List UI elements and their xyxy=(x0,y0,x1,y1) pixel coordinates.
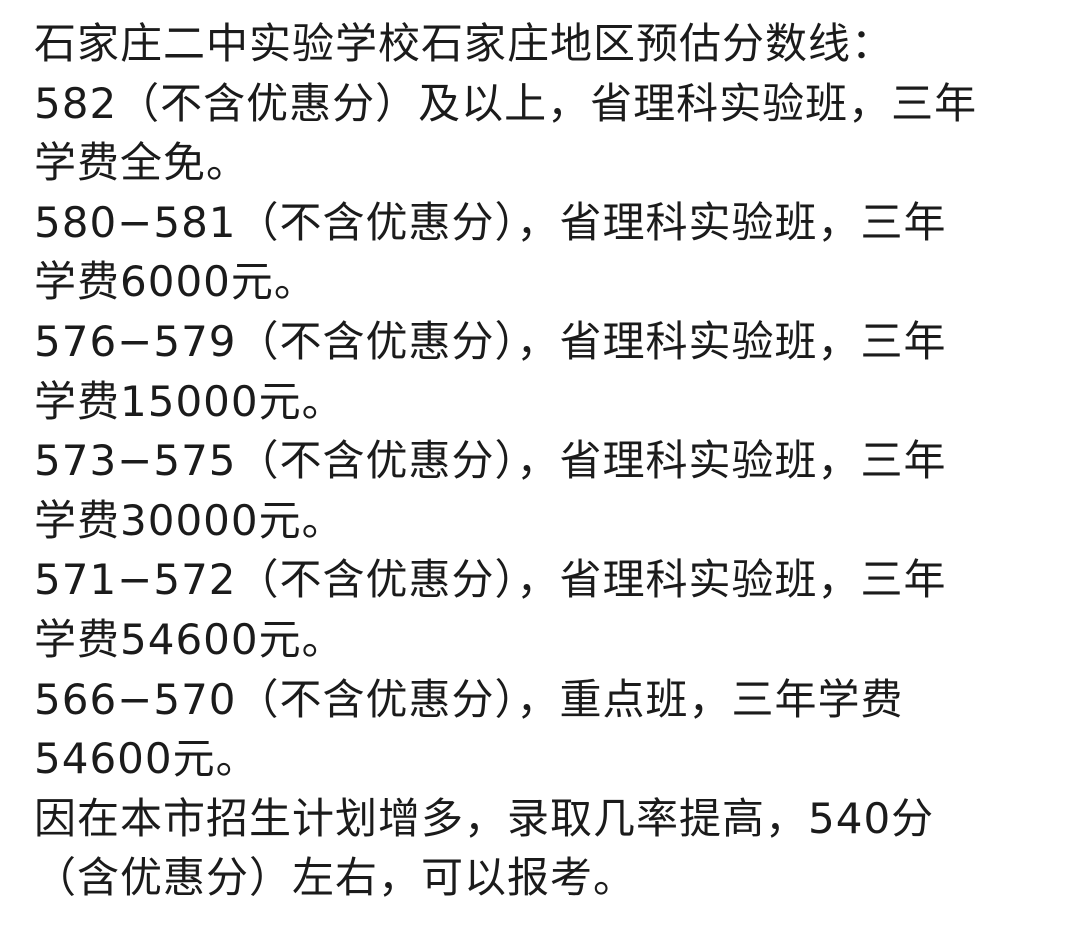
text-line: 582（不含优惠分）及以上，省理科实验班，三年 xyxy=(34,78,978,128)
text-line: 573−575（不含优惠分），省理科实验班，三年 xyxy=(34,436,947,486)
text-line: （含优惠分）左右，可以报考。 xyxy=(34,853,637,903)
text-line: 学费全免。 xyxy=(34,138,250,188)
text-line: 学费30000元。 xyxy=(34,495,345,545)
text-line: 学费6000元。 xyxy=(34,257,317,307)
title-line: 石家庄二中实验学校石家庄地区预估分数线： xyxy=(34,19,895,68)
text-line: 学费15000元。 xyxy=(34,376,345,426)
document-text: 石家庄二中实验学校石家庄地区预估分数线： 582（不含优惠分）及以上，省理科实验… xyxy=(34,14,977,908)
text-line: 因在本市招生计划增多，录取几率提高，540分 xyxy=(34,793,935,843)
text-line: 566−570（不含优惠分），重点班，三年学费 xyxy=(34,674,904,724)
text-line: 571−572（不含优惠分），省理科实验班，三年 xyxy=(34,555,947,605)
text-line: 576−579（不含优惠分），省理科实验班，三年 xyxy=(34,316,947,366)
text-line: 学费54600元。 xyxy=(34,614,345,664)
text-line: 54600元。 xyxy=(34,734,259,784)
text-line: 580−581（不含优惠分），省理科实验班，三年 xyxy=(34,197,947,247)
